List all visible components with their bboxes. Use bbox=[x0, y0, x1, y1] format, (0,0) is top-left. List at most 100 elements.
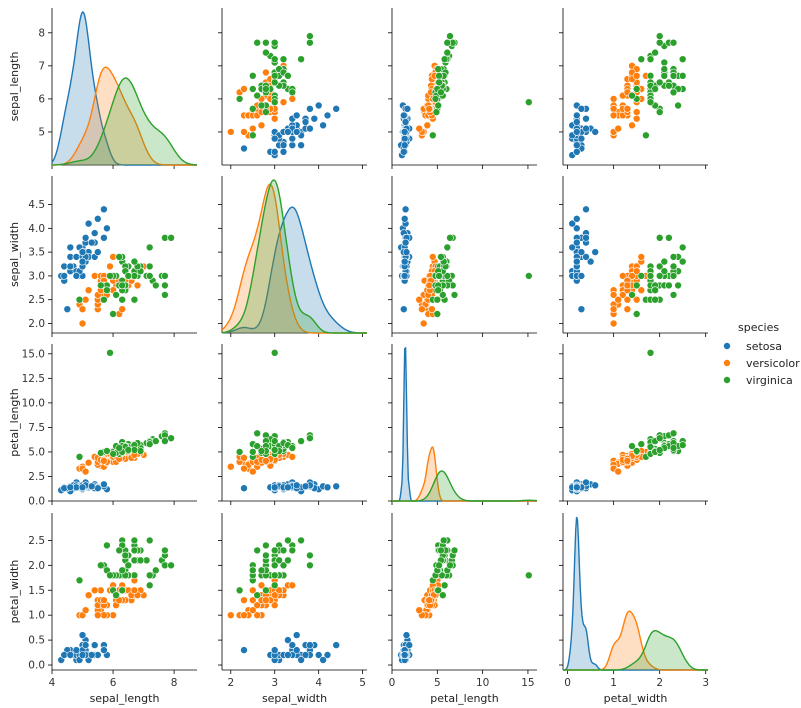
kde-line-virginica bbox=[392, 470, 538, 502]
point-virginica bbox=[669, 253, 678, 261]
point-virginica bbox=[524, 98, 533, 106]
point-setosa bbox=[402, 248, 411, 256]
point-virginica bbox=[161, 291, 169, 299]
point-versicolor bbox=[632, 72, 641, 80]
x-tick-label: 0 bbox=[564, 677, 571, 689]
point-versicolor bbox=[253, 601, 262, 610]
point-versicolor bbox=[415, 124, 424, 133]
point-virginica bbox=[665, 81, 673, 90]
point-virginica bbox=[432, 108, 441, 116]
point-virginica bbox=[279, 55, 288, 64]
point-virginica bbox=[434, 586, 443, 595]
point-virginica bbox=[306, 434, 314, 443]
point-setosa bbox=[582, 124, 590, 133]
point-setosa bbox=[288, 141, 297, 149]
point-setosa bbox=[577, 305, 586, 314]
point-setosa bbox=[591, 248, 600, 256]
point-setosa bbox=[577, 105, 586, 113]
y-axis-label-sepal_length: sepal_length bbox=[8, 52, 21, 122]
point-setosa bbox=[400, 272, 409, 280]
legend-title: species bbox=[738, 321, 779, 334]
kde-fill-virginica bbox=[222, 180, 367, 333]
point-setosa bbox=[399, 148, 408, 156]
point-setosa bbox=[100, 205, 108, 214]
x-axis-label-petal_width: petal_width bbox=[604, 692, 668, 705]
point-virginica bbox=[637, 55, 646, 64]
point-setosa bbox=[78, 631, 87, 639]
point-virginica bbox=[678, 72, 687, 80]
point-virginica bbox=[257, 566, 266, 575]
kde-line-virginica bbox=[52, 77, 198, 166]
panel-petal_length-vs-petal_length bbox=[388, 344, 538, 505]
point-setosa bbox=[582, 253, 590, 261]
point-setosa bbox=[288, 641, 297, 649]
point-virginica bbox=[288, 88, 297, 97]
point-versicolor bbox=[632, 108, 641, 116]
point-setosa bbox=[323, 651, 332, 659]
x-tick-label: 3 bbox=[702, 677, 709, 689]
point-setosa bbox=[90, 641, 99, 649]
y-tick-label: 3.5 bbox=[28, 247, 45, 259]
point-versicolor bbox=[240, 453, 248, 462]
point-setosa bbox=[87, 651, 96, 659]
legend-label-versicolor: versicolor bbox=[746, 357, 800, 370]
panel-petal_width-vs-sepal_length bbox=[48, 513, 197, 674]
point-setosa bbox=[572, 238, 581, 247]
point-setosa bbox=[84, 219, 93, 228]
point-setosa bbox=[323, 111, 332, 120]
kde-fill-versicolor bbox=[222, 184, 367, 333]
point-setosa bbox=[399, 305, 408, 314]
point-versicolor bbox=[425, 281, 434, 290]
point-setosa bbox=[279, 141, 288, 149]
point-virginica bbox=[665, 234, 673, 242]
y-tick-label: 7.5 bbox=[28, 422, 45, 434]
y-tick-label: 4.0 bbox=[28, 223, 45, 235]
legend-label-virginica: virginica bbox=[746, 374, 793, 387]
point-versicolor bbox=[78, 305, 87, 314]
point-virginica bbox=[660, 58, 669, 67]
x-tick-label: 1 bbox=[610, 677, 617, 689]
point-versicolor bbox=[637, 286, 646, 295]
point-setosa bbox=[332, 482, 341, 491]
point-versicolor bbox=[240, 128, 248, 136]
point-virginica bbox=[103, 447, 111, 455]
point-virginica bbox=[145, 272, 154, 280]
x-axis-label-sepal_length: sepal_length bbox=[90, 692, 160, 705]
panel-sepal_width-vs-sepal_width bbox=[218, 176, 367, 337]
point-versicolor bbox=[288, 95, 297, 103]
point-virginica bbox=[262, 541, 270, 550]
point-virginica bbox=[284, 556, 292, 565]
point-setosa bbox=[60, 272, 68, 280]
point-virginica bbox=[112, 591, 120, 600]
point-virginica bbox=[660, 267, 669, 276]
point-setosa bbox=[284, 636, 292, 644]
point-virginica bbox=[435, 72, 443, 80]
point-setosa bbox=[66, 651, 75, 659]
point-virginica bbox=[161, 437, 169, 445]
x-tick-label: 4 bbox=[49, 677, 56, 689]
point-setosa bbox=[100, 480, 108, 489]
point-virginica bbox=[660, 65, 669, 73]
point-versicolor bbox=[90, 586, 99, 595]
point-setosa bbox=[270, 646, 279, 654]
point-virginica bbox=[646, 348, 655, 357]
point-versicolor bbox=[249, 596, 257, 605]
point-virginica bbox=[253, 591, 262, 600]
point-setosa bbox=[399, 111, 408, 120]
point-setosa bbox=[90, 229, 99, 237]
y-tick-label: 15.0 bbox=[22, 348, 45, 360]
point-virginica bbox=[145, 262, 154, 271]
point-versicolor bbox=[249, 124, 257, 133]
point-virginica bbox=[637, 440, 646, 448]
point-setosa bbox=[314, 101, 323, 110]
point-virginica bbox=[438, 591, 447, 600]
point-setosa bbox=[400, 134, 409, 143]
point-setosa bbox=[87, 238, 96, 247]
panel-sepal_length-vs-petal_width bbox=[559, 8, 708, 169]
point-virginica bbox=[669, 444, 678, 452]
point-setosa bbox=[297, 656, 305, 664]
point-virginica bbox=[674, 281, 682, 290]
point-setosa bbox=[400, 141, 409, 149]
x-tick-label: 8 bbox=[171, 677, 178, 689]
